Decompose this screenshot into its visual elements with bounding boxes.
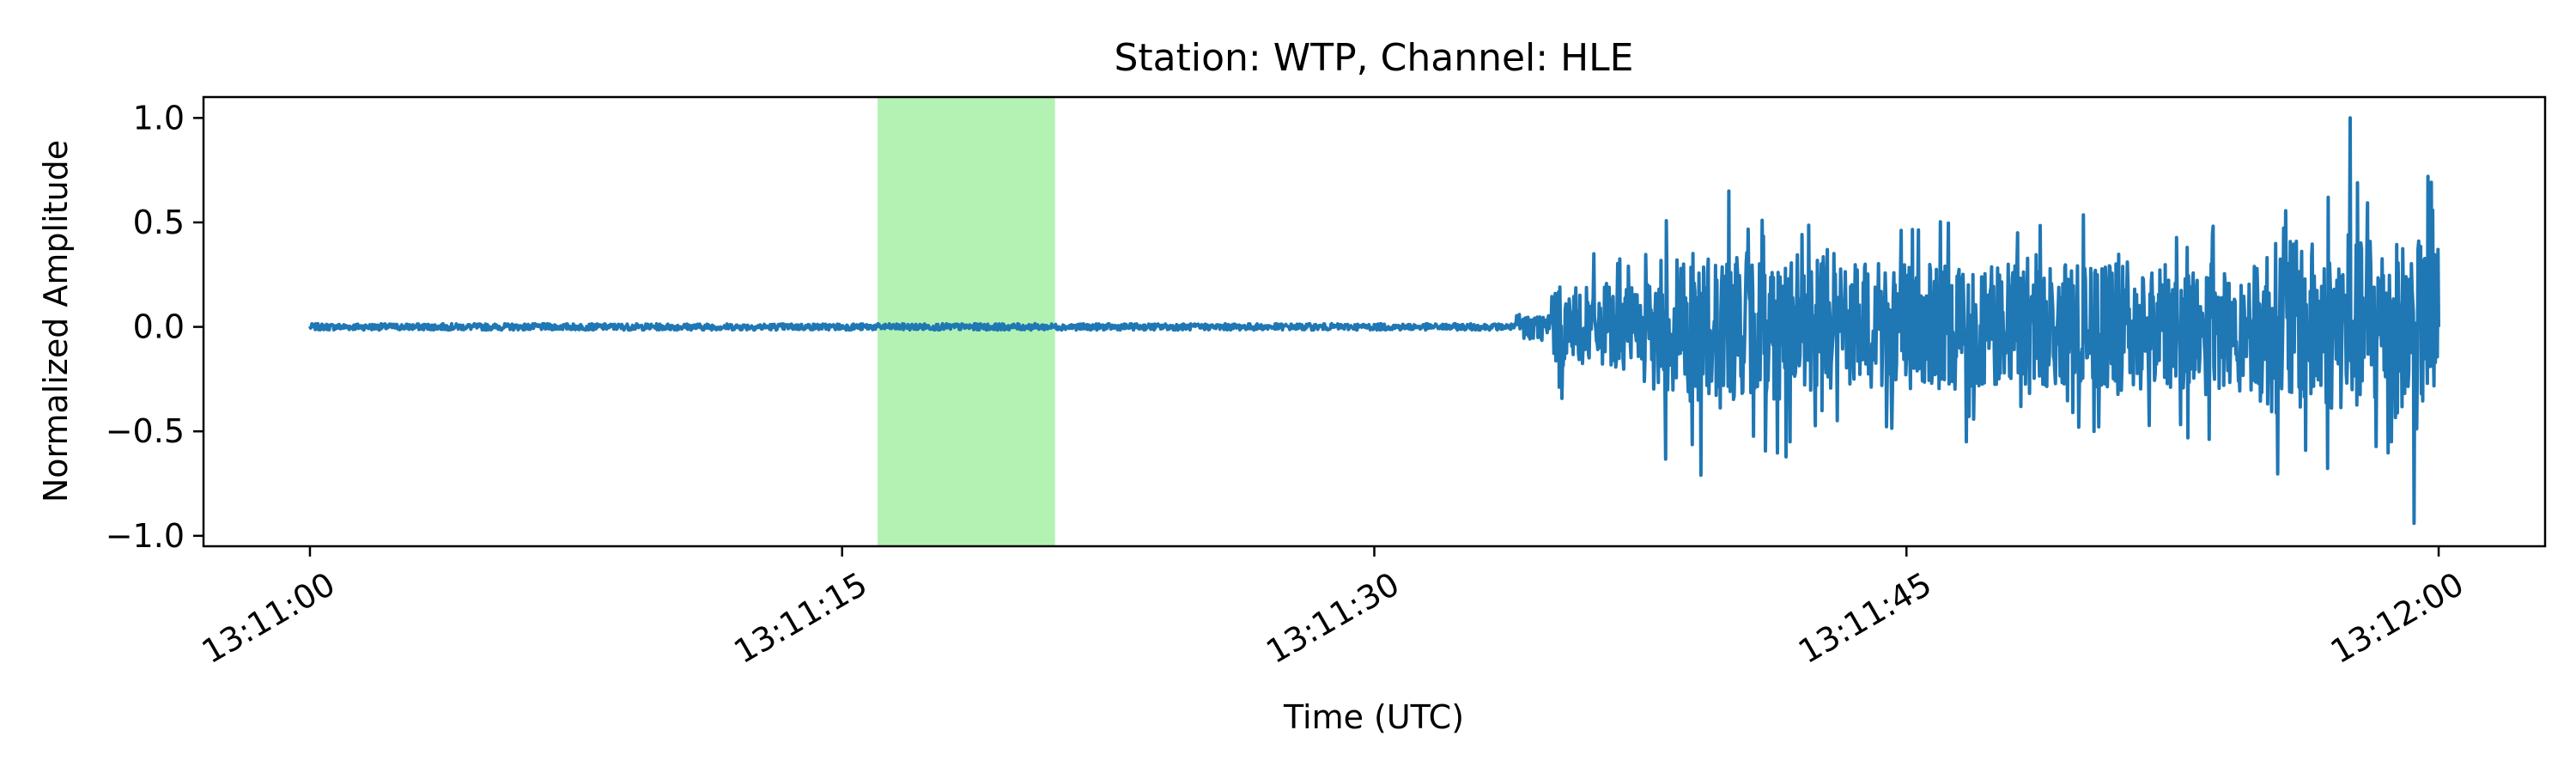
y-tick-label: 1.0 bbox=[133, 99, 185, 137]
y-axis-label: Normalized Amplitude bbox=[37, 140, 75, 502]
y-tick-label: 0.0 bbox=[133, 308, 185, 346]
x-tick-label: 13:11:15 bbox=[727, 565, 873, 671]
y-axis: 1.0 0.5 0.0 −0.5 −1.0 bbox=[106, 99, 204, 555]
x-axis: 13:11:00 13:11:15 13:11:30 13:11:45 13:12:00 bbox=[196, 546, 2470, 671]
x-axis-label: Time (UTC) bbox=[1283, 698, 1464, 736]
y-tick-label: −1.0 bbox=[106, 517, 185, 555]
x-tick-label: 13:12:00 bbox=[2324, 565, 2470, 671]
series-line bbox=[308, 116, 2440, 526]
x-tick-label: 13:11:45 bbox=[1792, 565, 1938, 671]
highlight-window bbox=[878, 97, 1055, 546]
x-tick-label: 13:11:00 bbox=[196, 565, 342, 671]
y-tick-label: −0.5 bbox=[106, 412, 185, 450]
chart-title: Station: WTP, Channel: HLE bbox=[1115, 36, 1634, 80]
y-tick-label: 0.5 bbox=[133, 204, 185, 241]
x-tick-label: 13:11:30 bbox=[1260, 565, 1406, 671]
